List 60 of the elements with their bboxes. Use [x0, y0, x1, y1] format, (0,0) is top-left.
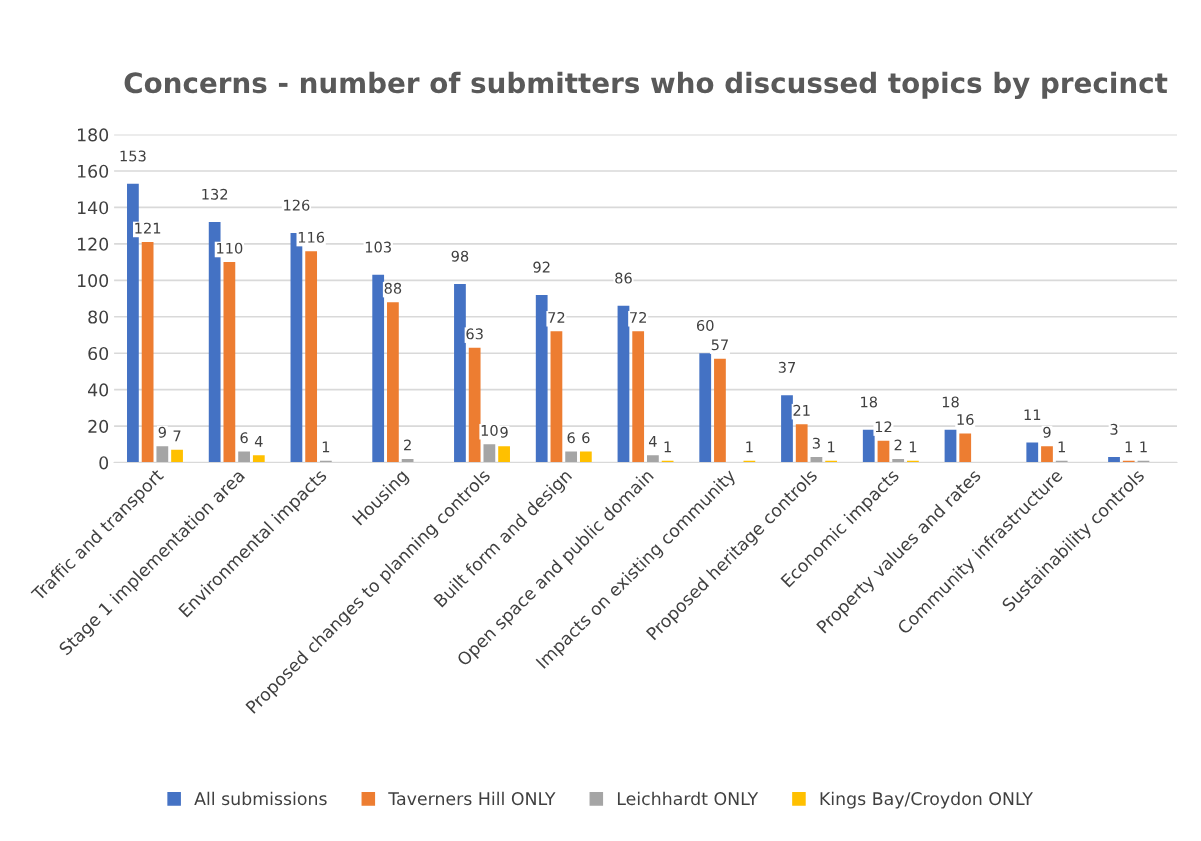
data-label: 1: [1125, 441, 1133, 453]
data-label: 121: [135, 222, 161, 234]
data-label: 10: [481, 424, 498, 436]
data-label: 16: [957, 413, 974, 426]
y-tick-label: 40: [87, 383, 109, 397]
chart-title: Concerns - number of submitters who discussed topics by precinct: [124, 71, 1168, 99]
data-label: 63: [466, 328, 483, 340]
data-label: 1: [909, 441, 917, 453]
data-label: 2: [404, 439, 411, 451]
data-label: 153: [120, 150, 146, 162]
legend-label: Taverners Hill ONLY: [388, 791, 556, 806]
y-tick-label: 80: [88, 310, 109, 324]
y-tick-label: 140: [78, 201, 109, 215]
legend-label: Leichhardt ONLY: [617, 791, 759, 806]
data-label: 6: [582, 432, 590, 444]
y-tick-label: 120: [78, 237, 109, 251]
data-label: 4: [648, 436, 657, 447]
data-label: 37: [778, 361, 796, 373]
data-label: 3: [812, 437, 820, 449]
data-label: 1: [828, 441, 835, 453]
data-label: 86: [615, 272, 632, 284]
data-label: 110: [217, 242, 243, 254]
data-label: 2: [894, 439, 902, 451]
y-tick-label: 60: [88, 346, 109, 361]
data-label: 72: [548, 311, 565, 323]
data-label: 98: [451, 250, 469, 262]
y-tick-label: 160: [78, 164, 109, 178]
data-label: 12: [875, 421, 892, 433]
data-label: 9: [500, 426, 508, 438]
y-tick-label: 20: [88, 419, 109, 433]
data-label: 18: [861, 396, 878, 408]
data-label: 60: [696, 319, 714, 331]
data-label: 126: [284, 199, 310, 211]
data-label: 3: [1110, 423, 1118, 435]
data-label: 6: [240, 432, 248, 444]
legend-label: All submissions: [194, 791, 327, 806]
data-label: 4: [254, 436, 263, 447]
data-label: 57: [711, 339, 728, 351]
data-label: 1: [322, 441, 330, 453]
data-label: 92: [533, 261, 550, 273]
y-tick-label: 0: [99, 456, 109, 470]
data-label: 88: [384, 282, 402, 294]
data-label: 132: [202, 188, 228, 200]
data-label: 116: [298, 231, 325, 243]
data-label: 11: [1024, 409, 1041, 421]
data-label: 7: [173, 430, 181, 442]
data-label: 1: [746, 441, 753, 453]
data-label: 18: [942, 396, 959, 408]
data-label: 1: [664, 441, 671, 453]
legend-label: Kings Bay/Croydon ONLY: [820, 791, 1033, 809]
data-label: 103: [365, 241, 391, 253]
data-label: 9: [1043, 426, 1051, 438]
data-label: 6: [567, 432, 575, 444]
data-label: 1: [1058, 441, 1065, 453]
y-tick-label: 100: [78, 274, 109, 288]
data-label: 9: [158, 426, 166, 438]
data-label: 72: [630, 311, 646, 323]
y-tick-label: 180: [78, 128, 109, 142]
data-label: 1: [1140, 441, 1147, 453]
data-label: 21: [793, 404, 810, 416]
